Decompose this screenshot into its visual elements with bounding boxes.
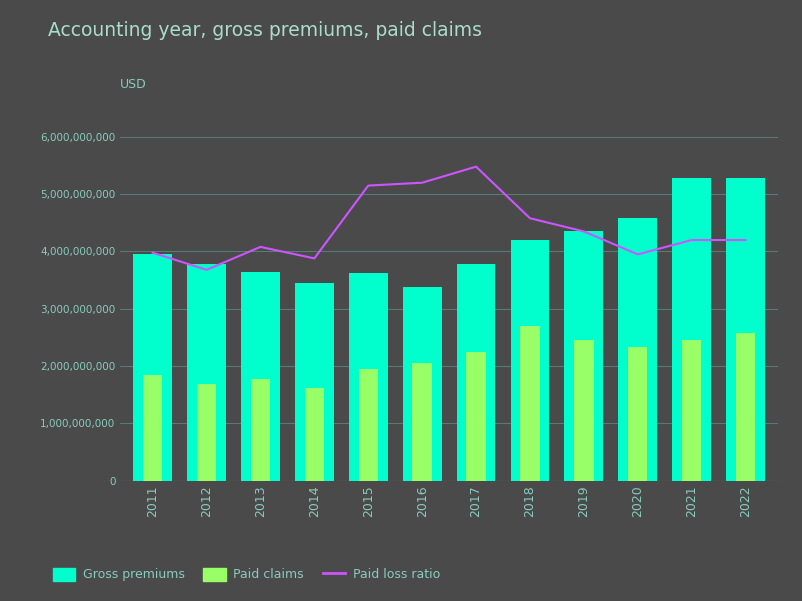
Bar [196, 385, 217, 481]
Bar [565, 231, 603, 481]
Bar [456, 264, 496, 481]
Bar [358, 369, 378, 481]
Bar [682, 340, 702, 481]
Bar [520, 326, 540, 481]
Bar [349, 273, 387, 481]
Bar [133, 254, 172, 481]
Bar [187, 264, 226, 481]
Bar [628, 347, 647, 481]
Text: Accounting year, gross premiums, paid claims: Accounting year, gross premiums, paid cl… [48, 21, 482, 40]
Bar [241, 272, 280, 481]
Legend: Gross premiums, Paid claims, Paid loss ratio: Gross premiums, Paid claims, Paid loss r… [47, 563, 445, 587]
Bar [412, 363, 431, 481]
Bar [143, 375, 162, 481]
Bar [305, 388, 324, 481]
Bar [251, 379, 270, 481]
Bar [618, 218, 657, 481]
Bar [467, 352, 486, 481]
Bar [672, 178, 711, 481]
Bar [574, 340, 593, 481]
Text: USD: USD [120, 78, 147, 91]
Bar [295, 283, 334, 481]
Bar [726, 178, 765, 481]
Bar [736, 333, 755, 481]
Bar [511, 240, 549, 481]
Bar [403, 287, 442, 481]
